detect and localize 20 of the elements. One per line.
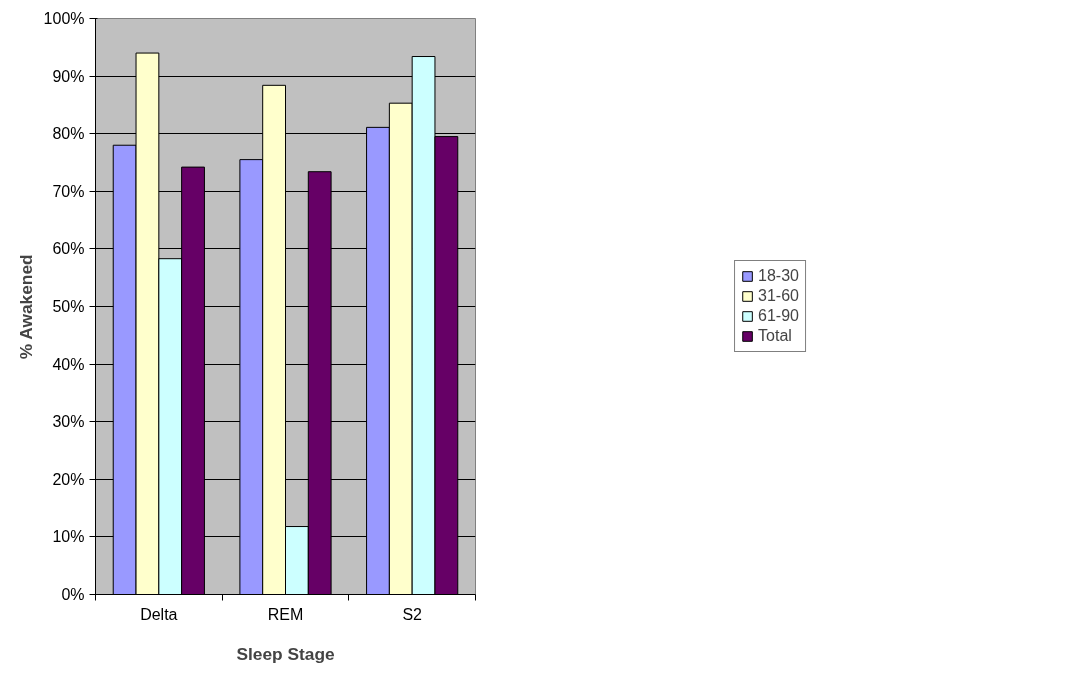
y-tick-label: 10%	[52, 528, 85, 546]
y-tick-label: 20%	[52, 470, 85, 488]
y-axis-title: % Awakened	[15, 254, 36, 360]
y-tick-label: 60%	[52, 240, 85, 258]
y-tick-label: 80%	[52, 125, 85, 143]
legend-label: 31-60	[758, 287, 799, 305]
y-tick-label: 100%	[43, 10, 85, 27]
legend-label: Total	[758, 327, 792, 345]
x-tick-label: Delta	[140, 605, 178, 623]
y-tick-label: 40%	[52, 355, 85, 373]
y-tick-label: 50%	[52, 298, 85, 315]
legend-label: 61-90	[758, 307, 799, 325]
x-tick-label: REM	[267, 605, 304, 623]
y-tick-label: 90%	[52, 67, 85, 85]
y-tick-label: 70%	[52, 182, 85, 200]
x-axis-title: Sleep Stage	[236, 643, 335, 664]
x-tick-label: S2	[402, 605, 423, 623]
y-tick-label: 30%	[52, 413, 85, 431]
y-tick-label: 0%	[61, 586, 85, 603]
legend-label: 18-30	[758, 267, 799, 285]
